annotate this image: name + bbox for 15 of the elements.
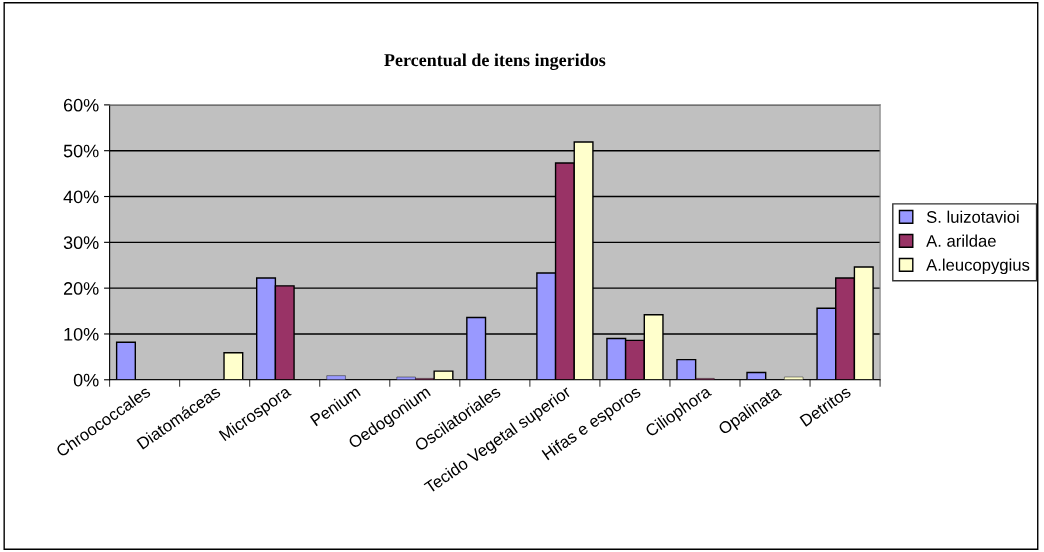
y-tick-label: 20% (63, 282, 99, 295)
bar (784, 376, 804, 380)
y-tick-label: 60% (63, 98, 99, 112)
legend-label: S. luizotavioi (926, 210, 1019, 223)
y-tick-label: 30% (63, 236, 99, 250)
y-tick-label: 10% (64, 327, 99, 341)
bar (326, 375, 346, 380)
bar (223, 352, 244, 380)
y-tick-label: 40% (63, 190, 99, 204)
legend-label: A. arildae (926, 234, 996, 247)
chart-title: Percentual de itens ingeridos (384, 53, 606, 70)
y-tick-label: 50% (63, 144, 99, 158)
bar (115, 341, 136, 380)
legend-label: A.leucopygius (926, 258, 1030, 275)
y-tick-label: 0% (73, 373, 99, 387)
